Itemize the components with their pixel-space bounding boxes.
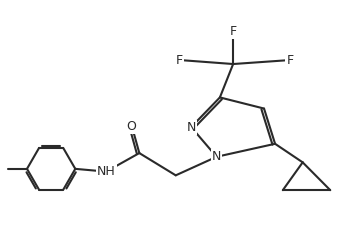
Text: F: F	[287, 54, 294, 67]
Text: F: F	[176, 54, 183, 67]
Text: F: F	[230, 25, 237, 38]
Text: N: N	[212, 150, 221, 163]
Text: N: N	[187, 121, 196, 134]
Text: NH: NH	[97, 165, 115, 178]
Text: O: O	[127, 120, 137, 133]
